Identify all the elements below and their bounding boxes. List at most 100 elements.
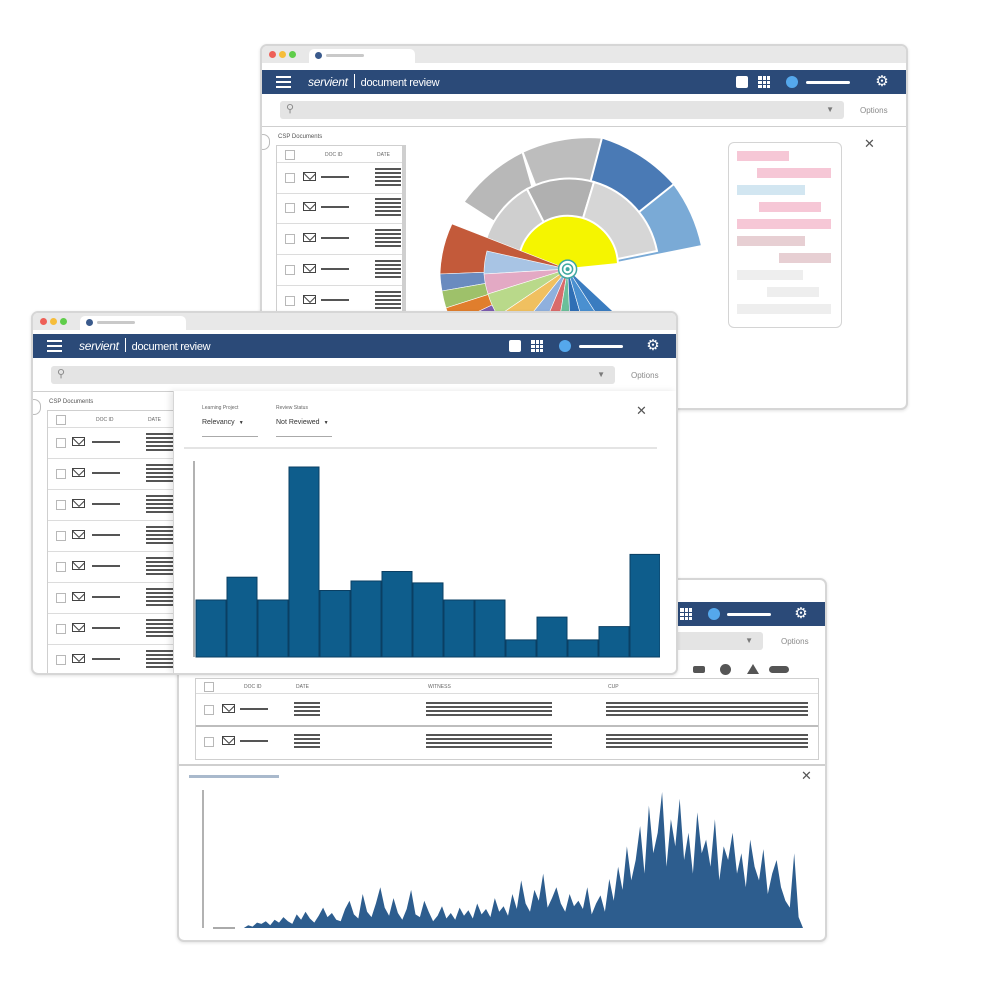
list-view-icon[interactable] xyxy=(693,666,705,673)
options-link[interactable]: Options xyxy=(860,106,888,115)
options-link[interactable]: Options xyxy=(781,637,809,646)
options-link[interactable]: Options xyxy=(631,371,659,380)
row-checkbox[interactable] xyxy=(285,234,295,244)
menu-icon[interactable] xyxy=(276,76,291,88)
chevron-down-icon[interactable]: ▼ xyxy=(745,636,753,645)
maximize-dot-icon[interactable] xyxy=(289,51,296,58)
envelope-icon xyxy=(303,202,316,211)
row-divider xyxy=(277,193,402,194)
gear-icon[interactable]: ⚙ xyxy=(794,605,808,622)
browser-tab[interactable] xyxy=(80,316,186,330)
bar-1[interactable] xyxy=(195,599,227,658)
bar-4[interactable] xyxy=(288,466,320,658)
gear-icon[interactable]: ⚙ xyxy=(875,73,889,90)
menu-icon[interactable] xyxy=(47,340,62,352)
gear-icon[interactable]: ⚙ xyxy=(646,337,660,354)
list-item[interactable] xyxy=(48,460,188,488)
bar-9[interactable] xyxy=(443,599,475,658)
close-icon[interactable]: ✕ xyxy=(636,403,647,418)
row-checkbox[interactable] xyxy=(285,296,295,306)
row-checkbox[interactable] xyxy=(56,593,66,603)
list-item[interactable] xyxy=(48,429,188,457)
bar-6[interactable] xyxy=(350,580,382,658)
bar-12[interactable] xyxy=(536,616,568,658)
inner-segment-yellow[interactable] xyxy=(517,214,620,271)
list-item[interactable] xyxy=(48,553,188,581)
list-item[interactable] xyxy=(277,256,402,284)
list-item[interactable] xyxy=(48,491,188,519)
browser-tab[interactable] xyxy=(309,49,415,63)
area-series[interactable] xyxy=(213,792,803,928)
collapse-handle[interactable] xyxy=(33,399,41,415)
bar-8[interactable] xyxy=(412,582,444,658)
select-all-checkbox[interactable] xyxy=(56,415,66,425)
user-avatar-icon[interactable] xyxy=(786,76,798,88)
bar-7[interactable] xyxy=(381,571,413,658)
chevron-down-icon[interactable]: ▼ xyxy=(826,105,834,114)
bar-10[interactable] xyxy=(474,599,506,658)
circle-icon[interactable] xyxy=(720,664,731,675)
row-checkbox[interactable] xyxy=(56,438,66,448)
close-icon[interactable]: ✕ xyxy=(864,136,875,151)
grid-icon[interactable] xyxy=(680,608,692,620)
envelope-icon xyxy=(72,437,85,446)
maximize-dot-icon[interactable] xyxy=(60,318,67,325)
learning-project-label: Learning Project xyxy=(202,405,239,411)
bar-3[interactable] xyxy=(257,599,289,658)
row-checkbox[interactable] xyxy=(56,655,66,665)
search-input[interactable]: ⚲ ▼ xyxy=(51,366,615,384)
list-item[interactable] xyxy=(48,646,188,673)
row-checkbox[interactable] xyxy=(56,500,66,510)
minimize-dot-icon[interactable] xyxy=(279,51,286,58)
list-item[interactable] xyxy=(48,615,188,643)
doc-id-placeholder xyxy=(92,534,120,536)
square-icon[interactable] xyxy=(509,340,521,352)
row-checkbox[interactable] xyxy=(285,203,295,213)
row-checkbox[interactable] xyxy=(285,173,295,183)
tag-icon[interactable] xyxy=(769,666,789,673)
select-all-checkbox[interactable] xyxy=(285,150,295,160)
tab-title-placeholder xyxy=(97,321,135,324)
row-checkbox[interactable] xyxy=(56,531,66,541)
list-item[interactable] xyxy=(48,584,188,612)
app-header: servient document review ⚙ xyxy=(262,70,906,94)
chevron-down-icon[interactable]: ▼ xyxy=(597,370,605,379)
row-checkbox[interactable] xyxy=(285,265,295,275)
learning-project-select[interactable]: Relevancy ▼ xyxy=(202,417,258,431)
list-item[interactable] xyxy=(277,287,402,315)
grid-icon[interactable] xyxy=(758,76,770,88)
tab-title-placeholder xyxy=(326,54,364,57)
triangle-icon[interactable] xyxy=(747,664,759,674)
bar-5[interactable] xyxy=(319,590,351,658)
select-all-checkbox[interactable] xyxy=(204,682,214,692)
row-checkbox[interactable] xyxy=(56,562,66,572)
close-icon[interactable]: ✕ xyxy=(801,768,812,783)
user-avatar-icon[interactable] xyxy=(559,340,571,352)
timeline-tab-indicator[interactable] xyxy=(189,775,279,778)
close-dot-icon[interactable] xyxy=(40,318,47,325)
row-checkbox[interactable] xyxy=(204,705,214,715)
close-dot-icon[interactable] xyxy=(269,51,276,58)
collapse-handle[interactable] xyxy=(262,134,270,150)
row-checkbox[interactable] xyxy=(56,469,66,479)
list-item[interactable] xyxy=(277,194,402,222)
bar-15[interactable] xyxy=(629,553,660,658)
divider xyxy=(262,126,906,127)
row-checkbox[interactable] xyxy=(204,737,214,747)
bar-2[interactable] xyxy=(226,576,258,658)
grid-icon[interactable] xyxy=(531,340,543,352)
table-row[interactable] xyxy=(196,695,818,723)
review-status-select[interactable]: Not Reviewed ▼ xyxy=(276,417,332,431)
bar-11[interactable] xyxy=(505,639,537,658)
bar-13[interactable] xyxy=(567,639,599,658)
minimize-dot-icon[interactable] xyxy=(50,318,57,325)
list-item[interactable] xyxy=(48,522,188,550)
table-row[interactable] xyxy=(196,727,818,755)
row-checkbox[interactable] xyxy=(56,624,66,634)
list-item[interactable] xyxy=(277,164,402,192)
list-item[interactable] xyxy=(277,225,402,253)
user-avatar-icon[interactable] xyxy=(708,608,720,620)
bar-14[interactable] xyxy=(598,626,630,658)
square-icon[interactable] xyxy=(736,76,748,88)
search-input[interactable]: ⚲ ▼ xyxy=(280,101,844,119)
